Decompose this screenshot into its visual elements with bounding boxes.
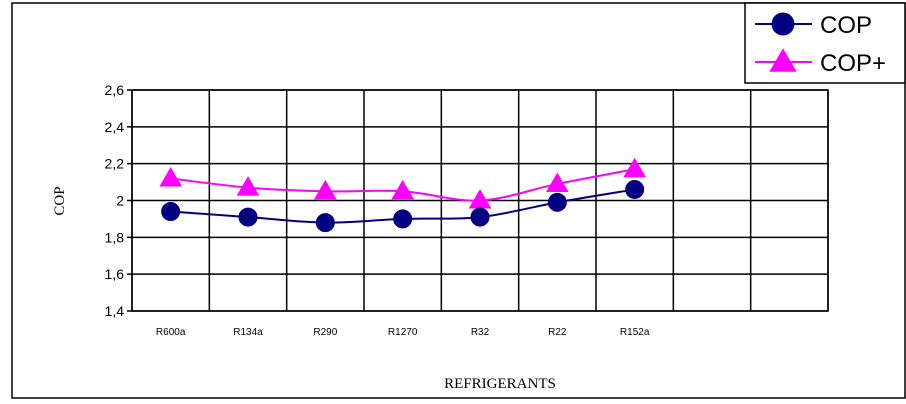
legend: COP COP+ [744,2,906,84]
x-tick-label: R290 [313,327,337,338]
y-tick-label: 1,6 [105,266,125,282]
data-point [623,157,646,178]
x-tick-label: R32 [471,327,490,338]
data-point [625,179,645,199]
y-tick-label: 2,2 [105,156,125,172]
y-tick-labels: 1,4 1,6 1,8 2 2,2 2,4 2,6 [105,82,125,319]
x-tick-labels: R600a R134a R290 R1270 R32 R22 R152a [156,327,650,338]
legend-marker [771,12,795,36]
data-point [238,207,258,227]
x-tick-label: R22 [548,327,567,338]
data-point [159,166,182,187]
series [159,157,646,233]
legend-label: COP [820,12,872,39]
legend-item: COP+ [755,48,886,77]
data-point [161,202,181,222]
x-axis-title: REFRIGERANTS [444,376,556,392]
series-cop [161,179,645,233]
plot-border [131,89,829,312]
y-axis-title: COP [52,186,68,215]
data-point [315,213,335,233]
data-point [547,192,567,212]
x-tick-label: R600a [156,327,186,338]
y-tick-label: 1,8 [105,229,125,245]
x-tick-label: R1270 [388,327,418,338]
x-tick-label: R152a [620,327,650,338]
data-point [470,207,490,227]
legend-item: COP [755,12,872,39]
y-tick-label: 1,4 [105,303,125,319]
y-tick-label: 2,6 [105,82,125,98]
data-point [236,176,260,196]
axes [127,89,829,312]
y-tick-label: 2,4 [105,119,125,135]
data-point [314,179,337,200]
data-point [546,172,569,192]
legend-label: COP+ [820,50,886,77]
y-tick-label: 2 [116,193,124,209]
legend-box [744,2,906,84]
series-cop- [159,157,646,209]
data-point [393,209,413,229]
legend-marker [769,48,797,72]
data-point [391,179,414,200]
x-tick-label: R134a [233,327,263,338]
